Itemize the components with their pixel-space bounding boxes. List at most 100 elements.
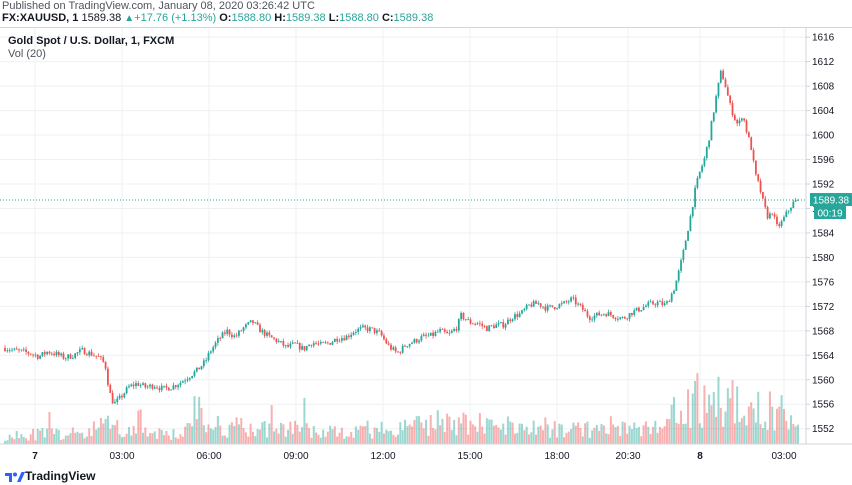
volume-bar [726, 388, 729, 444]
volume-bar [733, 423, 736, 444]
candle-body [759, 180, 762, 192]
chart-legend-title[interactable]: Gold Spot / U.S. Dollar, 1, FXCM [8, 35, 175, 47]
volume-bar [396, 434, 399, 444]
candle-body [457, 319, 460, 331]
candle-body [102, 357, 105, 362]
candle-body [245, 324, 247, 328]
volume-bar [235, 417, 238, 444]
candle-body [645, 305, 647, 308]
volume-bar [258, 429, 261, 444]
volume-bar [81, 432, 84, 444]
volume-bar [368, 433, 371, 444]
candle-body [266, 332, 268, 336]
volume-bar [202, 425, 205, 444]
candle-body [640, 310, 643, 312]
candle-body [450, 330, 453, 333]
candle-body [228, 329, 231, 335]
volume-bar [394, 436, 397, 444]
candle-body [188, 377, 191, 380]
candle-body [156, 387, 158, 389]
candle-body [418, 340, 420, 343]
tradingview-logo-icon[interactable] [4, 470, 26, 483]
volume-bar [345, 436, 348, 444]
volume-bar [25, 438, 28, 444]
candle-body [738, 120, 741, 124]
candlestick-series [4, 68, 799, 405]
candle-body [518, 313, 521, 318]
volume-bar [453, 419, 456, 444]
volume-bar [520, 423, 523, 444]
candle-body [752, 150, 755, 161]
candle-body [586, 311, 589, 317]
candle-body [296, 342, 299, 344]
volume-bar [387, 431, 390, 444]
candle-body [544, 306, 547, 311]
volume-bar [55, 428, 58, 444]
candle-body [186, 379, 189, 381]
volume-bar [411, 426, 414, 444]
candle-body [696, 178, 699, 188]
candle-body [207, 352, 210, 361]
candle-body [177, 385, 180, 388]
candle-body [165, 385, 168, 388]
candle-body [179, 382, 182, 386]
volume-bar [539, 425, 542, 444]
candle-body [495, 324, 498, 329]
candle-body [778, 224, 781, 226]
candle-body [677, 270, 680, 281]
volume-bar [305, 423, 308, 444]
candle-body [268, 332, 271, 336]
volume-legend[interactable]: Vol (20) [8, 48, 46, 60]
volume-bar [457, 417, 460, 444]
price-chart[interactable]: 1552155615601564156815721576158015841588… [0, 27, 852, 468]
price-axis-background [806, 28, 852, 444]
candle-body [121, 395, 123, 398]
candle-body [69, 354, 72, 359]
candle-body [39, 355, 41, 359]
volume-bar [680, 410, 683, 444]
volume-bar [420, 422, 423, 444]
volume-bar [560, 424, 563, 444]
candle-body [289, 343, 292, 347]
candle-body [747, 132, 750, 138]
candle-body [602, 314, 605, 316]
candle-body [500, 322, 502, 324]
volume-bar [20, 434, 23, 444]
candle-body [32, 354, 34, 356]
volume-bar [172, 429, 175, 444]
candle-body [118, 395, 121, 399]
candle-body [163, 385, 165, 387]
volume-bar [308, 428, 311, 444]
volume-bar [233, 425, 236, 444]
candle-body [104, 361, 107, 369]
candle-body [492, 325, 495, 329]
volume-bar [156, 438, 159, 444]
volume-bar [177, 438, 180, 444]
candle-body [539, 303, 542, 307]
candle-body [719, 70, 722, 83]
candle-body [137, 383, 140, 386]
volume-bar [57, 430, 60, 444]
volume-bar [766, 429, 769, 444]
volume-bar [467, 434, 470, 444]
volume-bar [546, 424, 549, 444]
volume-bar [481, 426, 484, 444]
volume-bar [418, 416, 421, 444]
volume-bar [750, 402, 753, 444]
candle-body [631, 313, 633, 315]
candle-body [514, 314, 516, 320]
volume-bar [116, 420, 119, 444]
volume-bar [385, 429, 388, 444]
candle-body [275, 338, 278, 342]
candle-body [556, 308, 558, 309]
candle-body [726, 87, 729, 96]
volume-bar [375, 428, 378, 444]
volume-bar [251, 431, 254, 444]
volume-bar [200, 408, 203, 444]
volume-bar [399, 422, 402, 444]
volume-bar [605, 433, 608, 444]
candle-body [530, 304, 533, 307]
time-axis[interactable]: 7 03:00 06:00 09:00 12:00 15:00 18:00 20:30 8 03:… [32, 451, 797, 462]
tradingview-brand[interactable]: TradingView [25, 469, 95, 483]
candle-body [57, 351, 60, 356]
